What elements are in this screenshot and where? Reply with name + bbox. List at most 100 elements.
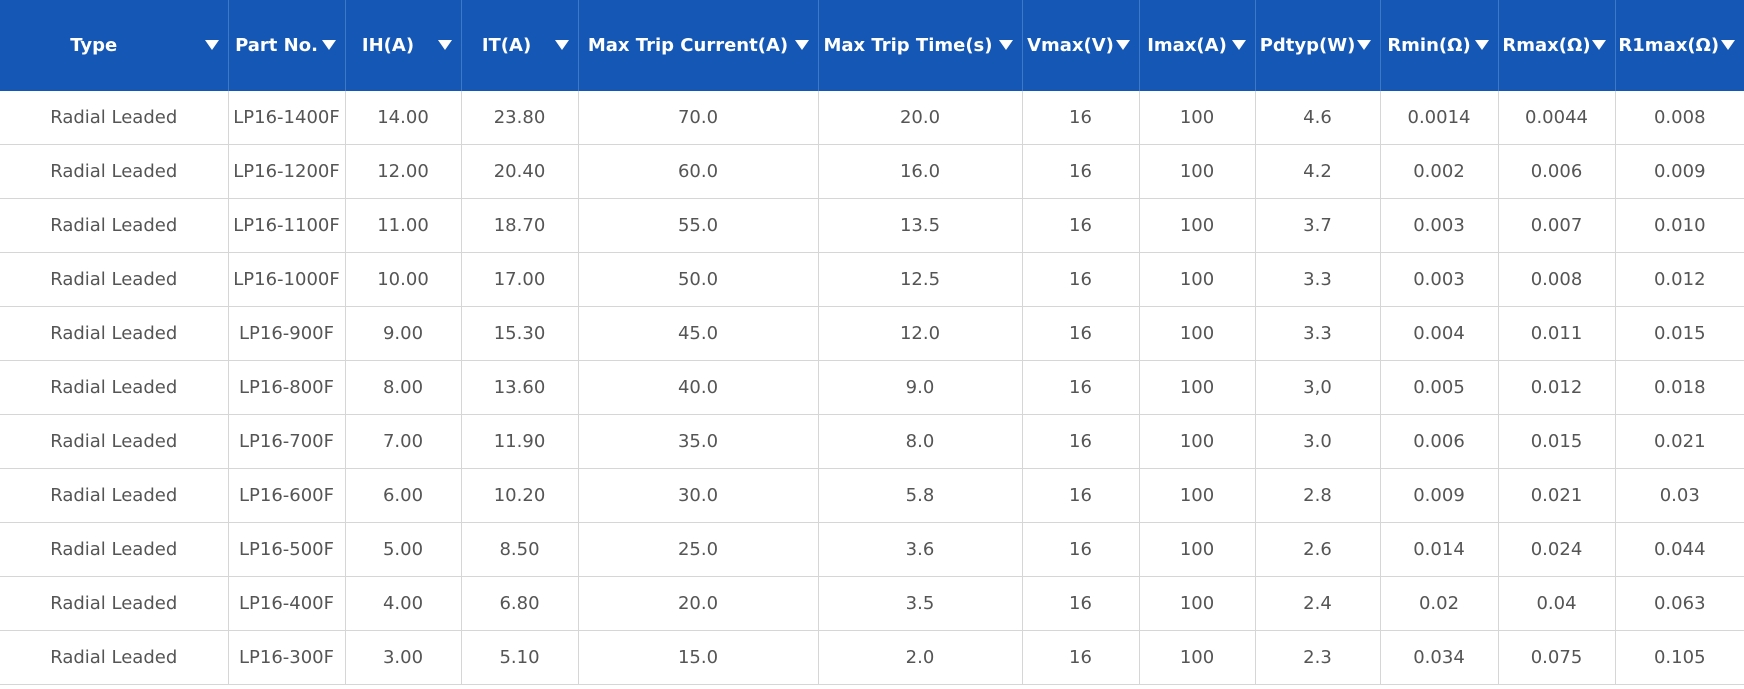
table-cell: 12.0 (817, 306, 1023, 361)
table-cell: 17.00 (460, 252, 579, 307)
table-cell: Radial Leaded (0, 468, 229, 523)
dropdown-arrow (554, 40, 569, 50)
table-cell: 11.90 (460, 414, 579, 469)
table-cell: 12.5 (817, 252, 1023, 307)
table-cell: 55.0 (577, 198, 819, 253)
table-cell: 2.8 (1254, 468, 1381, 523)
table-cell: 0.010 (1614, 198, 1744, 253)
table-cell: 8.0 (817, 414, 1023, 469)
filter-dropdown[interactable] (1356, 39, 1372, 51)
table-cell: 0.04 (1497, 576, 1616, 631)
filter-dropdown[interactable] (1115, 39, 1131, 51)
table-cell: 16 (1021, 468, 1140, 523)
column-title: Max Trip Time(s) (823, 35, 993, 56)
column-header: R1max(Ω) (1615, 0, 1744, 91)
table-cell: 18.70 (460, 198, 579, 253)
table-cell: 100 (1138, 306, 1256, 361)
table-row: Radial Leaded LP16-900F 9.00 15.30 45.0 12.0 1… (0, 306, 1744, 361)
table-row: Radial Leaded LP16-1000F 10.00 17.00 50.0 12.… (0, 252, 1744, 307)
column-header: Pdtyp(W) (1255, 0, 1381, 91)
filter-dropdown[interactable] (794, 39, 810, 51)
table-cell: 9.0 (817, 360, 1023, 415)
filter-dropdown[interactable] (437, 39, 453, 51)
dropdown-arrow (794, 40, 809, 50)
filter-dropdown[interactable] (998, 39, 1014, 51)
dropdown-arrow (204, 40, 219, 50)
table-cell: 0.0044 (1497, 91, 1616, 145)
table-cell: 15.0 (577, 630, 819, 685)
table-cell: 16 (1021, 144, 1140, 199)
table-cell: 45.0 (577, 306, 819, 361)
table-cell: 0.007 (1497, 198, 1616, 253)
table-cell: 20.0 (817, 91, 1023, 145)
table-cell: 0.015 (1614, 306, 1744, 361)
table-cell: Radial Leaded (0, 576, 229, 631)
table-row: Radial Leaded LP16-1400F 14.00 23.80 70.0 20.… (0, 91, 1744, 145)
table-cell: 3,0 (1254, 360, 1381, 415)
table-cell: 0.021 (1614, 414, 1744, 469)
table-cell: Radial Leaded (0, 252, 229, 307)
table-cell: 6.80 (460, 576, 579, 631)
table-cell: 100 (1138, 522, 1256, 577)
table-cell: 0.063 (1614, 576, 1744, 631)
table-cell: 8.50 (460, 522, 579, 577)
table-cell: 16 (1021, 91, 1140, 145)
table-cell: 4.2 (1254, 144, 1381, 199)
table-cell: 0.009 (1614, 144, 1744, 199)
column-header: Max Trip Current(A) (578, 0, 819, 91)
table-cell: 16 (1021, 306, 1140, 361)
filter-dropdown[interactable] (554, 39, 570, 51)
table-cell: LP16-700F (227, 414, 346, 469)
table-cell: 16 (1021, 414, 1140, 469)
dropdown-arrow (998, 40, 1013, 50)
table-cell: 3.00 (344, 630, 462, 685)
table-cell: 3.0 (1254, 414, 1381, 469)
filter-dropdown[interactable] (1720, 39, 1736, 51)
filter-dropdown[interactable] (1474, 39, 1490, 51)
filter-dropdown[interactable] (1591, 39, 1607, 51)
table-cell: 12.00 (344, 144, 462, 199)
column-header: Rmin(Ω) (1380, 0, 1499, 91)
table-body: Radial Leaded LP16-1400F 14.00 23.80 70.0 20.… (0, 91, 1744, 685)
table-cell: LP16-600F (227, 468, 346, 523)
table-cell: 0.011 (1497, 306, 1616, 361)
table-cell: 100 (1138, 630, 1256, 685)
column-title: Pdtyp(W) (1259, 35, 1356, 56)
table-cell: 2.4 (1254, 576, 1381, 631)
table-cell: 16 (1021, 198, 1140, 253)
table-cell: 5.00 (344, 522, 462, 577)
filter-dropdown[interactable] (1231, 39, 1247, 51)
table-cell: Radial Leaded (0, 91, 229, 145)
table-cell: 50.0 (577, 252, 819, 307)
table-cell: 3.3 (1254, 306, 1381, 361)
table-cell: 2.0 (817, 630, 1023, 685)
table-cell: LP16-1000F (227, 252, 346, 307)
column-title: Max Trip Current(A) (587, 35, 789, 56)
table-cell: 0.044 (1614, 522, 1744, 577)
table-cell: 2.3 (1254, 630, 1381, 685)
table-cell: 0.002 (1379, 144, 1499, 199)
table-cell: 3.3 (1254, 252, 1381, 307)
table-row: Radial Leaded LP16-700F 7.00 11.90 35.0 8.0 16… (0, 414, 1744, 469)
filter-dropdown[interactable] (321, 39, 337, 51)
table-cell: 16 (1021, 360, 1140, 415)
table-cell: 100 (1138, 144, 1256, 199)
table-cell: 0.024 (1497, 522, 1616, 577)
column-title: IH(A) (361, 35, 415, 56)
dropdown-arrow (1721, 40, 1735, 50)
table-cell: 16 (1021, 252, 1140, 307)
table-cell: 100 (1138, 576, 1256, 631)
filter-dropdown[interactable] (204, 39, 220, 51)
table-cell: Radial Leaded (0, 630, 229, 685)
table-cell: 0.012 (1614, 252, 1744, 307)
column-header: IH(A) (345, 0, 462, 91)
column-title: Type (70, 35, 118, 56)
table-cell: 0.009 (1379, 468, 1499, 523)
table-cell: 0.014 (1379, 522, 1499, 577)
dropdown-arrow (1474, 40, 1489, 50)
table-cell: 100 (1138, 252, 1256, 307)
table-cell: 16 (1021, 630, 1140, 685)
table-cell: 0.012 (1497, 360, 1616, 415)
